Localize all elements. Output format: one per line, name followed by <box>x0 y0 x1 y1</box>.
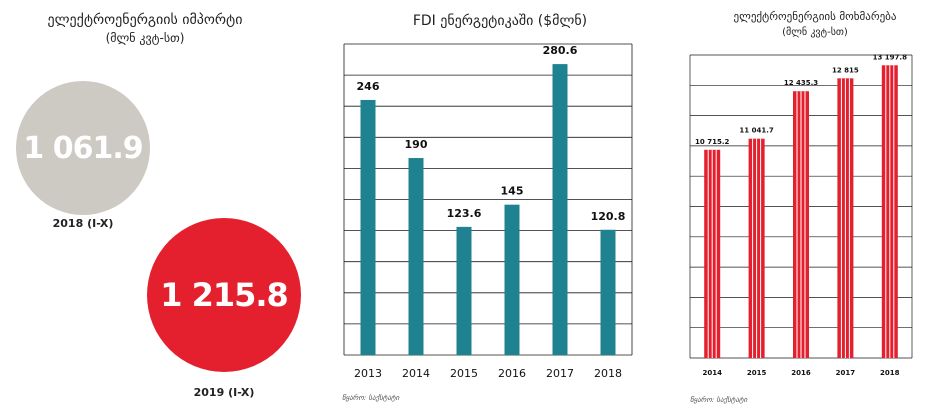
fdi-bar-label: 120.8 <box>591 210 626 223</box>
consumption-x-tick: 2014 <box>702 369 722 377</box>
bubble-2018: 1 061.9 <box>16 81 150 215</box>
bubble-2019: 1 215.8 <box>147 218 301 372</box>
fdi-bar <box>408 158 424 355</box>
import-panel: ელექტროენერგიის იმპორტი (მლნ კვტ-სთ) 1 0… <box>0 0 320 410</box>
consumption-bar <box>793 91 809 358</box>
fdi-x-tick: 2013 <box>354 367 382 380</box>
consumption-x-tick: 2018 <box>880 369 900 377</box>
consumption-bar-label: 12 815 <box>832 66 859 74</box>
bubble-2018-value: 1 061.9 <box>23 130 143 166</box>
consumption-bar <box>748 138 765 358</box>
consumption-x-tick: 2017 <box>836 369 856 377</box>
fdi-bar-label: 280.6 <box>543 44 578 57</box>
consumption-x-tick: 2016 <box>791 369 811 377</box>
consumption-bar <box>881 65 898 358</box>
fdi-x-tick: 2016 <box>498 367 526 380</box>
fdi-x-tick: 2015 <box>450 367 478 380</box>
fdi-x-tick: 2017 <box>546 367 574 380</box>
consumption-bar-label: 10 715.2 <box>695 138 729 146</box>
consumption-chart: 10 715.2 2014 11 041.7 2015 12 435.3 2016 12 8… <box>689 53 913 377</box>
bubble-2019-caption: 2019 (I-X) <box>193 386 255 399</box>
consumption-bar-label: 13 197.8 <box>873 53 907 61</box>
fdi-panel: FDI ენერგეტიკაში ($მლნ) 246 2013 190 2014 12… <box>320 0 680 410</box>
fdi-bar-label: 246 <box>357 80 380 93</box>
fdi-x-tick: 2018 <box>594 367 622 380</box>
consumption-x-tick: 2015 <box>747 369 767 377</box>
fdi-bar <box>360 99 376 355</box>
consumption-source: წყარო: საქსტატი <box>690 396 748 404</box>
bubble-2018-caption: 2018 (I-X) <box>52 217 114 230</box>
fdi-bar <box>552 64 568 356</box>
consumption-bar-label: 11 041.7 <box>739 127 773 135</box>
import-unit: (მლნ კვტ-სთ) <box>105 31 185 45</box>
consumption-unit: (მლნ კვტ-სთ) <box>782 27 848 38</box>
consumption-panel: ელექტროენერგიის მოხმარება (მლნ კვტ-სთ) 1… <box>680 0 950 410</box>
consumption-title: ელექტროენერგიის მოხმარება <box>733 10 897 23</box>
consumption-bar <box>837 78 854 358</box>
import-title: ელექტროენერგიის იმპორტი <box>47 12 243 28</box>
fdi-source: წყარო: საქსტატი <box>342 394 400 402</box>
fdi-bar <box>504 204 520 355</box>
consumption-bar-label: 12 435.3 <box>784 79 818 87</box>
consumption-bar <box>704 149 721 358</box>
fdi-bar-label: 123.6 <box>447 207 482 220</box>
fdi-bar <box>600 229 616 355</box>
fdi-bar <box>456 226 472 355</box>
fdi-bar-label: 190 <box>405 138 428 151</box>
fdi-bar-label: 145 <box>501 185 524 198</box>
fdi-title: FDI ენერგეტიკაში ($მლნ) <box>412 13 588 29</box>
fdi-x-tick: 2014 <box>402 367 430 380</box>
bubble-2019-value: 1 215.8 <box>160 276 289 314</box>
fdi-chart: 246 2013 190 2014 123.6 2015 145 2016 280.6 2017 1… <box>343 43 633 380</box>
